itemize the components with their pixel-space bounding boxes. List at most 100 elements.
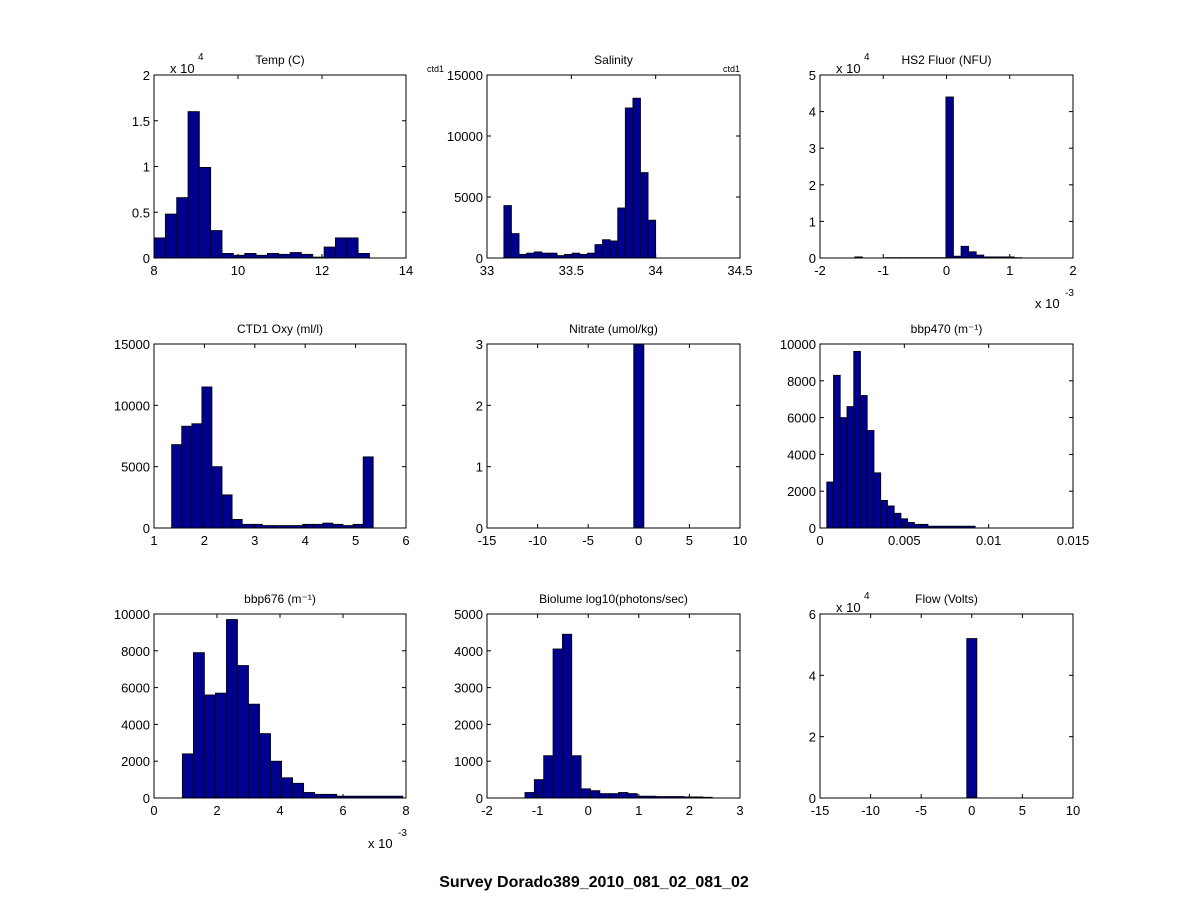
histogram-bar: [335, 237, 348, 259]
subplot-5: -15 -10 -5 0 5 10 0 1 2 3 Nitrate (umol/kg): [476, 322, 747, 548]
x-tick-label: 0: [816, 533, 823, 548]
y-exponent-label: x 10: [170, 61, 195, 76]
y-tick-label: 4000: [787, 447, 816, 462]
histogram-bar: [221, 494, 233, 529]
y-tick-label: 1000: [454, 754, 483, 769]
y-exponent-power: 4: [198, 52, 204, 63]
histogram-bar: [590, 790, 601, 799]
x-tick-label: 34.5: [727, 263, 752, 278]
axes-box: [486, 74, 741, 259]
histogram-bar: [215, 692, 227, 799]
y-exponent-power: 4: [864, 591, 870, 602]
histogram-bar: [191, 423, 203, 529]
histogram-bar: [171, 444, 183, 529]
x-tick-label: -15: [478, 533, 497, 548]
x-tick-label: 0: [585, 803, 592, 818]
histogram-bar: [251, 523, 263, 529]
y-tick-label: 0: [476, 521, 483, 536]
axes-box: [486, 613, 741, 799]
y-tick-label: 4: [809, 105, 816, 120]
histogram-bar: [647, 219, 657, 259]
histogram-bar: [561, 633, 573, 799]
histogram-bar: [237, 665, 249, 799]
y-tick-label: 4000: [454, 644, 483, 659]
histogram-bar: [322, 522, 334, 529]
histogram-bar: [914, 523, 922, 529]
subplot-title: Nitrate (umol/kg): [569, 322, 658, 336]
y-tick-label: 10000: [780, 337, 816, 352]
x-tick-label: 8: [150, 263, 157, 278]
subplot-title: bbp470 (m⁻¹): [911, 322, 983, 336]
histogram-bar: [846, 406, 855, 529]
histogram-bar: [289, 252, 302, 259]
subplot-7: 0 2 4 6 8 0 2000 4000 6000 8000 10000 bbp676 (m⁻¹) x…: [114, 592, 410, 851]
subplot-title: HS2 Fluor (NFU): [901, 53, 991, 67]
x-tick-label: 0.01: [976, 533, 1001, 548]
y-tick-label: 2000: [121, 754, 150, 769]
subplot-4: 1 2 3 4 5 6 0 5000 10000 15000 CTD1 Oxy (ml/l): [114, 322, 410, 548]
y-tick-label: 10000: [447, 129, 483, 144]
x-tick-label: -5: [582, 533, 594, 548]
histogram-bar: [580, 788, 591, 799]
histogram-bar: [176, 197, 189, 259]
y-tick-label: 4000: [121, 717, 150, 732]
x-tick-label: 0.005: [888, 533, 921, 548]
y-tick-label: 15000: [447, 68, 483, 83]
histogram-bar: [968, 251, 977, 259]
histogram-bar: [640, 172, 649, 259]
subplot-title: Temp (C): [255, 53, 304, 67]
histogram-bar: [323, 246, 336, 259]
x-tick-label: 10: [1066, 803, 1080, 818]
histogram-bar: [314, 793, 327, 799]
y-tick-label: 5000: [454, 607, 483, 622]
x-tick-label: -5: [915, 803, 927, 818]
y-tick-label: 15000: [114, 337, 150, 352]
histogram-bar: [278, 253, 291, 259]
histogram-bar: [826, 481, 834, 529]
histogram-bar: [352, 523, 364, 529]
y-tick-label: 0: [809, 251, 816, 266]
y-tick-label: 0: [809, 521, 816, 536]
y-tick-label: 1.5: [132, 114, 150, 129]
histogram-bar: [887, 505, 895, 529]
x-tick-label: 0.015: [1057, 533, 1090, 548]
histogram-bar: [608, 793, 619, 799]
subplot-1: 8 10 12 14 0 0.5 1 1.5 2 Temp (C) x 104: [132, 52, 413, 278]
x-tick-label: 8: [402, 803, 409, 818]
histogram-bar: [586, 252, 596, 259]
x-tick-label: 34: [648, 263, 662, 278]
histogram-bar: [153, 237, 166, 259]
y-tick-label: 10000: [114, 398, 150, 413]
histogram-bar: [181, 425, 193, 529]
histogram-bar: [210, 230, 223, 259]
y-tick-label: 5: [809, 68, 816, 83]
histogram-bar: [201, 386, 213, 529]
histogram-bar: [312, 523, 324, 529]
y-tick-label: 2: [476, 398, 483, 413]
histogram-bar: [960, 245, 970, 259]
histogram-bar: [633, 343, 645, 529]
histogram-bar: [609, 240, 619, 259]
histogram-bar: [362, 456, 374, 529]
subplot-6: 0 0.005 0.01 0.015 0 2000 4000 6000 8000 10000 bbp…: [780, 322, 1089, 548]
histogram-bar: [164, 213, 178, 259]
histogram-bar: [292, 782, 305, 799]
x-tick-label: 4: [276, 803, 283, 818]
histogram-bar: [880, 499, 888, 529]
y-tick-label: 2: [809, 178, 816, 193]
histogram-bar: [571, 252, 581, 259]
x-tick-label: 33.5: [559, 263, 584, 278]
histogram-bar: [346, 237, 359, 259]
histogram-bar: [617, 207, 626, 259]
x-tick-label: 14: [399, 263, 413, 278]
histogram-bar: [632, 97, 641, 259]
histogram-bar: [549, 252, 558, 259]
axes-box: [819, 613, 1074, 799]
y-exponent-label: x 10: [836, 600, 861, 615]
x-exponent-power: -3: [398, 828, 407, 839]
histogram-bar: [244, 253, 257, 259]
histogram-bar: [357, 253, 370, 259]
histogram-bar: [270, 760, 282, 799]
y-tick-label: 6000: [787, 411, 816, 426]
x-tick-label: 10: [231, 263, 245, 278]
